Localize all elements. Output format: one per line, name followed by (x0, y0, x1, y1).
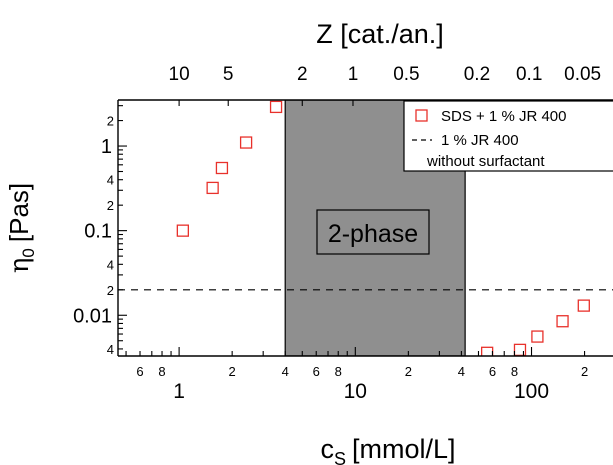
x-minor-tick-label: 4 (282, 364, 289, 379)
data-point (215, 161, 229, 175)
x-major-tick-label: 100 (514, 380, 549, 403)
data-point (269, 100, 283, 114)
data-point (239, 136, 253, 149)
x-axis-title: cS [mmol/L] (320, 434, 455, 465)
x-minor-tick-label: 8 (158, 364, 165, 379)
y-minor-tick-label: 4 (107, 173, 114, 188)
legend-entry-sds: SDS + 1 % JR 400 (441, 108, 566, 125)
axis-ticks (118, 100, 586, 356)
x-minor-tick-label: 8 (335, 364, 342, 379)
x-minor-tick-label: 2 (229, 364, 236, 379)
x-major-tick-label: 1 (173, 380, 185, 403)
x2-tick-label: 0.5 (393, 64, 419, 85)
data-point (577, 299, 590, 312)
x-axis-subscript: S (334, 449, 346, 465)
x-minor-tick-label: 6 (489, 364, 496, 379)
y-minor-tick-label: 4 (107, 257, 114, 272)
data-points (176, 100, 590, 356)
data-point (556, 315, 569, 328)
y-minor-tick-label: 2 (107, 198, 114, 213)
legend: SDS + 1 % JR 400 1 % JR 400 without surf… (403, 100, 613, 172)
x2-tick-label: 0.1 (516, 64, 542, 85)
y-axis-title: η0 [Pas] (4, 183, 38, 273)
x2-tick-label: 2 (297, 64, 308, 85)
two-phase-label: 2-phase (328, 220, 418, 248)
top-axis-title: Z [cat./an.] (316, 19, 444, 49)
y-axis-units: [Pas] (4, 183, 34, 242)
y-axis-symbol: η (5, 258, 35, 274)
x-minor-tick-label: 2 (405, 364, 412, 379)
x-major-tick-label: 10 (344, 380, 367, 403)
x2-tick-label: 0.05 (564, 64, 601, 85)
x-axis-units: [mmol/L] (352, 434, 456, 464)
y-major-tick-label: 0.1 (84, 221, 112, 243)
data-point (531, 330, 544, 343)
plot-frame (117, 99, 613, 357)
y-minor-tick-label: 2 (107, 283, 114, 298)
x-minor-tick-label: 6 (313, 364, 320, 379)
x2-tick-label: 0.2 (464, 64, 490, 85)
x-minor-tick-label: 4 (458, 364, 465, 379)
y-minor-tick-label: 4 (107, 342, 114, 357)
x2-tick-label: 10 (169, 64, 190, 85)
y-axis-subscript: 0 (19, 248, 38, 257)
y-major-tick-label: 0.01 (73, 305, 112, 327)
legend-entry-reference-note: without surfactant (426, 153, 545, 170)
x-minor-tick-label: 2 (581, 364, 588, 379)
y-major-tick-label: 1 (101, 136, 112, 158)
x-minor-tick-label: 8 (511, 364, 518, 379)
y-minor-tick-label: 2 (107, 114, 114, 129)
x-minor-tick-label: 6 (136, 364, 143, 379)
data-point (206, 181, 219, 195)
legend-square-marker (415, 109, 428, 122)
two-phase-label-box: 2-phase (316, 209, 430, 255)
legend-entry-reference: 1 % JR 400 (441, 132, 519, 149)
x2-tick-label: 5 (223, 64, 234, 85)
x-axis-symbol: c (320, 434, 334, 464)
data-point (176, 224, 189, 237)
x2-tick-label: 1 (348, 64, 359, 85)
